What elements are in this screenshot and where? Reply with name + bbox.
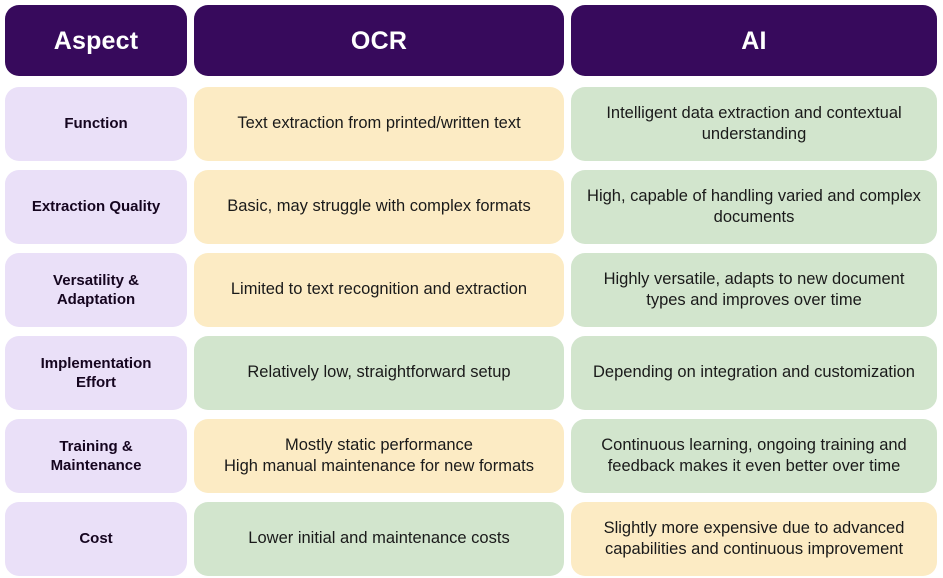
table-header-row: Aspect OCR AI [5,5,937,76]
column-header-ai-label: AI [741,26,767,55]
cell-ocr-training-maintenance: Mostly static performance High manual ma… [194,419,564,493]
row-label-training-maintenance: Training & Maintenance [5,419,187,493]
aspect-label: Implementation Effort [40,354,152,391]
column-header-ocr-label: OCR [350,26,408,55]
cell-text: Intelligent data extraction and contextu… [606,103,902,143]
cell-text: High, capable of handling varied and com… [587,186,921,226]
cell-text: Limited to text recognition and extracti… [230,280,528,299]
cell-ocr-function: Text extraction from printed/written tex… [194,87,564,161]
cell-ai-training-maintenance: Continuous learning, ongoing training an… [571,419,937,493]
table-row: Cost Lower initial and maintenance costs… [5,502,937,576]
table-row: Implementation Effort Relatively low, st… [5,336,937,410]
cell-text: Highly versatile, adapts to new document… [603,269,905,309]
table-row: Extraction Quality Basic, may struggle w… [5,170,937,244]
aspect-label: Versatility & Adaptation [53,271,139,308]
table-row: Training & Maintenance Mostly static per… [5,419,937,493]
cell-text: Mostly static performance High manual ma… [224,435,534,475]
cell-text: Continuous learning, ongoing training an… [601,435,907,475]
table-row: Function Text extraction from printed/wr… [5,87,937,161]
aspect-label: Training & Maintenance [50,437,142,474]
row-label-versatility-adaptation: Versatility & Adaptation [5,253,187,327]
cell-ai-extraction-quality: High, capable of handling varied and com… [571,170,937,244]
column-header-ai: AI [571,5,937,76]
cell-ocr-cost: Lower initial and maintenance costs [194,502,564,576]
row-label-function: Function [5,87,187,161]
cell-text: Slightly more expensive due to advanced … [603,518,905,558]
column-header-aspect: Aspect [5,5,187,76]
row-label-implementation-effort: Implementation Effort [5,336,187,410]
cell-text: Lower initial and maintenance costs [248,529,510,548]
column-header-aspect-label: Aspect [53,26,139,55]
aspect-label: Function [64,115,128,133]
cell-ocr-implementation-effort: Relatively low, straightforward setup [194,336,564,410]
cell-text: Relatively low, straightforward setup [247,363,511,382]
cell-ocr-versatility-adaptation: Limited to text recognition and extracti… [194,253,564,327]
column-header-ocr: OCR [194,5,564,76]
cell-ai-cost: Slightly more expensive due to advanced … [571,502,937,576]
cell-ai-versatility-adaptation: Highly versatile, adapts to new document… [571,253,937,327]
cell-text: Basic, may struggle with complex formats [227,197,531,216]
cell-ai-implementation-effort: Depending on integration and customizati… [571,336,937,410]
cell-ai-function: Intelligent data extraction and contextu… [571,87,937,161]
row-label-extraction-quality: Extraction Quality [5,170,187,244]
table-row: Versatility & Adaptation Limited to text… [5,253,937,327]
cell-text: Text extraction from printed/written tex… [237,114,521,133]
aspect-label: Cost [79,530,113,548]
cell-text: Depending on integration and customizati… [593,363,915,382]
aspect-label: Extraction Quality [31,198,161,216]
row-label-cost: Cost [5,502,187,576]
cell-ocr-extraction-quality: Basic, may struggle with complex formats [194,170,564,244]
